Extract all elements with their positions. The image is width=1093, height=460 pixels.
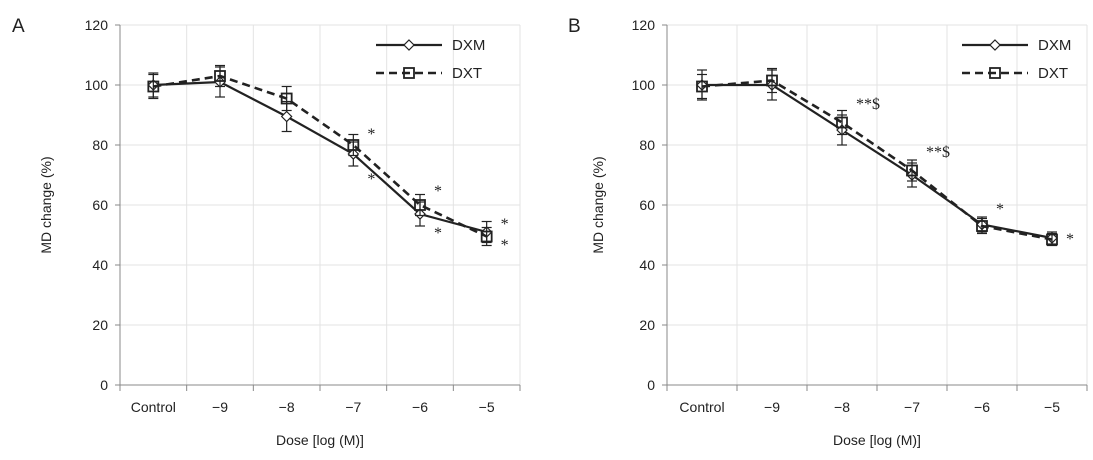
y-tick-label: 20 (639, 317, 655, 333)
y-tick-label: 40 (92, 257, 108, 273)
legend-label: DXM (452, 37, 485, 54)
legend-marker-square (989, 67, 1001, 79)
significance-marker: * (1066, 231, 1074, 248)
x-tick-label: −9 (212, 399, 228, 415)
panel-letter: A (12, 16, 25, 37)
panel-a: A 0 20 40 60 80 100 120 Control −9 −8 −7 −6 −5 Dose [l… (12, 16, 521, 448)
y-tick-label: 120 (632, 17, 656, 33)
series-dxt (147, 64, 493, 247)
significance-marker: * (367, 171, 375, 188)
data-point-diamond (280, 110, 293, 123)
y-axis-title: MD change (%) (590, 156, 606, 253)
x-tick-label: −5 (479, 399, 495, 415)
significance-marker: * (501, 216, 509, 233)
data-point-square (214, 70, 226, 82)
x-tick-label: −7 (345, 399, 361, 415)
series-line (702, 83, 1053, 240)
legend-marker-square (403, 67, 415, 79)
panel-b: B 0 20 40 60 80 100 120 Control −9 −8 −7 −6 −5 Dose [l… (568, 16, 1088, 448)
x-axis-title: Dose [log (M)] (276, 432, 364, 448)
legend-marker-diamond (403, 39, 415, 51)
x-tick-label: −9 (764, 399, 780, 415)
data-point-square (147, 80, 160, 93)
data-point-square (480, 230, 493, 243)
x-tick-label: Control (679, 399, 724, 415)
data-point-square (766, 74, 778, 87)
legend-label: DXT (1038, 65, 1068, 82)
legend: DXM DXT (376, 37, 485, 82)
significance-marker: * (434, 183, 442, 200)
data-point-square (976, 220, 988, 232)
y-tick-label: 60 (92, 197, 108, 213)
x-axis-title: Dose [log (M)] (833, 432, 921, 448)
y-tick-label: 120 (85, 17, 109, 33)
y-tick-label: 40 (639, 257, 655, 273)
data-point-square (906, 164, 918, 177)
series-line (701, 79, 1053, 241)
y-tick-label: 100 (85, 77, 109, 93)
x-tick-label: −5 (1044, 399, 1060, 415)
significance-marker: **$ (856, 96, 880, 113)
significance-marker: * (367, 126, 375, 143)
legend-label: DXM (1038, 37, 1071, 54)
x-tick-label: −6 (412, 399, 428, 415)
data-point-square (836, 116, 848, 129)
series-dxt (696, 67, 1058, 247)
y-tick-label: 80 (639, 137, 655, 153)
data-point-square (696, 80, 708, 93)
y-tick-label: 0 (100, 377, 108, 393)
data-point-square (414, 199, 426, 211)
legend: DXM DXT (962, 37, 1071, 82)
significance-marker: * (434, 225, 442, 242)
y-tick-label: 80 (92, 137, 108, 153)
x-tick-label: −8 (279, 399, 295, 415)
y-axis-title: MD change (%) (38, 156, 54, 253)
x-tick-label: −6 (974, 399, 990, 415)
x-tick-label: Control (131, 399, 176, 415)
panel-letter: B (568, 16, 581, 37)
x-tick-label: −8 (834, 399, 850, 415)
series-line (153, 80, 487, 234)
series-line (153, 74, 488, 238)
data-point-square (347, 139, 360, 151)
y-tick-label: 100 (632, 77, 656, 93)
data-point-square (1046, 233, 1058, 246)
significance-marker: * (501, 237, 509, 254)
data-point-square (280, 92, 293, 105)
legend-marker-diamond (989, 39, 1001, 51)
significance-marker: * (996, 201, 1004, 218)
y-tick-label: 0 (647, 377, 655, 393)
significance-marker: **$ (926, 144, 950, 161)
y-tick-label: 60 (639, 197, 655, 213)
x-tick-label: −7 (904, 399, 920, 415)
legend-label: DXT (452, 65, 482, 82)
y-tick-label: 20 (92, 317, 108, 333)
